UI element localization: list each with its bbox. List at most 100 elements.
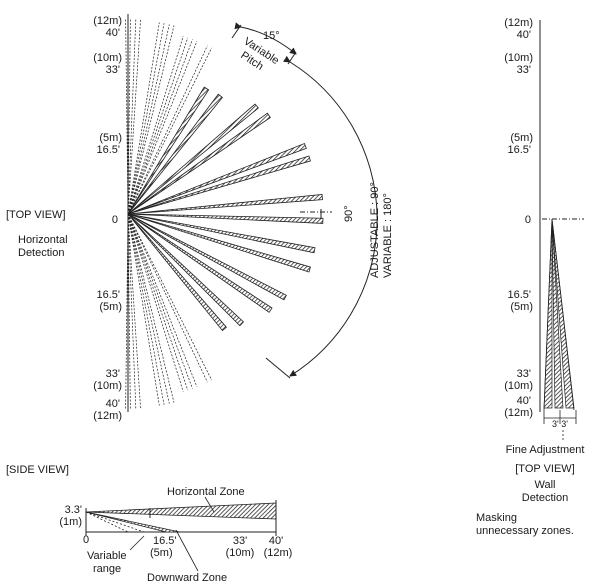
variable-pitch-beam-edge bbox=[127, 213, 142, 410]
dist-label-33ft-lower: 33' bbox=[106, 368, 120, 380]
wall-beam-outline-left bbox=[543, 218, 553, 411]
side-tick-12m-label: (12m) bbox=[264, 547, 293, 559]
wall-beam-outline-right bbox=[551, 218, 575, 411]
caption-horizontal: Horizontal bbox=[18, 234, 68, 246]
variable-pitch-beam-edge bbox=[127, 18, 142, 215]
right-angle-label: 90° bbox=[343, 205, 355, 222]
pitch-leader-right bbox=[287, 51, 297, 65]
variable-pitch-beam-edge bbox=[127, 213, 213, 381]
variable-pitch-beam-edge bbox=[127, 213, 198, 387]
dist-label-12m-upper: (12m) bbox=[93, 15, 122, 27]
side-height-ft: 3.3' bbox=[65, 504, 82, 516]
side-tick-10m-label: (10m) bbox=[226, 547, 255, 559]
downward-zone-label: Downward Zone bbox=[147, 572, 227, 584]
detection-beams bbox=[125, 17, 324, 411]
variable-pitch-beam-edge bbox=[127, 18, 137, 215]
detection-beam bbox=[127, 213, 227, 332]
side-view: [SIDE VIEW] 3.3' (1m) Horizontal Zone Do… bbox=[6, 464, 292, 584]
wall-dist-16-5ft-upper: 16.5' bbox=[507, 144, 531, 156]
wall-dist-40ft-lower: 40' bbox=[517, 395, 531, 407]
detection-beam bbox=[127, 93, 223, 215]
wall-dist-zero: 0 bbox=[525, 214, 531, 226]
downward-zone-leader bbox=[175, 529, 199, 572]
detection-beam bbox=[127, 103, 259, 215]
wall-dist-5m-lower: (5m) bbox=[510, 301, 533, 313]
detection-beam bbox=[127, 213, 245, 327]
variable-range-leader bbox=[129, 535, 145, 551]
variable-pitch-beam-edge bbox=[127, 213, 193, 389]
side-view-title: [SIDE VIEW] bbox=[6, 464, 69, 476]
detection-beam bbox=[127, 213, 324, 224]
detection-beam bbox=[127, 142, 307, 215]
adjustable-label: ADJUSTABLE : 90° bbox=[369, 182, 381, 278]
variable-pitch-beam-edge bbox=[127, 41, 198, 215]
variable-label: VARIABLE : 180° bbox=[382, 193, 394, 278]
dist-label-40ft-lower: 40' bbox=[106, 398, 120, 410]
wall-detection-top-view: 3' 3' (12m) 40' (10m) 33' (5m) 16.5' 0 1… bbox=[476, 17, 584, 537]
width-dim-label: 3' 3' bbox=[552, 419, 568, 429]
fine-adjustment-label: Fine Adjustment bbox=[506, 444, 585, 456]
variable-pitch-beam-edge bbox=[127, 24, 170, 215]
variable-pitch-beam-edge bbox=[127, 213, 165, 405]
detection-beam bbox=[127, 112, 271, 215]
wall-dist-10m-lower: (10m) bbox=[504, 380, 533, 392]
variable-range-line-1 bbox=[85, 511, 145, 533]
pitch-angle-label: 15° bbox=[263, 30, 280, 42]
wall-beam-center bbox=[551, 218, 564, 409]
dist-label-10m-lower: (10m) bbox=[93, 380, 122, 392]
detection-beam bbox=[127, 86, 210, 215]
pitch-arc bbox=[234, 22, 297, 55]
wall-dist-12m-lower: (12m) bbox=[504, 407, 533, 419]
wall-caption-wall: Wall bbox=[535, 479, 556, 491]
variable-pitch-beam-edge bbox=[127, 213, 160, 406]
variable-pitch-beam-edge bbox=[127, 213, 184, 392]
wall-caption-detection: Detection bbox=[522, 492, 568, 504]
variable-pitch-beam-edge bbox=[127, 47, 213, 215]
adjustable-range-arc bbox=[283, 55, 378, 377]
caption-detection: Detection bbox=[18, 247, 64, 259]
variable-pitch-beam-edge bbox=[127, 213, 175, 403]
side-tick-40-label: 40' bbox=[269, 535, 283, 547]
horizontal-detection-top-view: (12m) 40' (10m) 33' (5m) 16.5' 0 16.5' (… bbox=[6, 14, 394, 422]
wall-dist-33ft-upper: 33' bbox=[517, 64, 531, 76]
variable-pitch-beam-edge bbox=[127, 213, 208, 383]
pitch-leader-left bbox=[231, 24, 242, 39]
variable-pitch-beam-edge bbox=[125, 213, 129, 411]
dist-label-16-5ft-lower: 16.5' bbox=[96, 289, 120, 301]
dist-label-40ft-upper: 40' bbox=[106, 27, 120, 39]
dist-label-16-5ft-upper: 16.5' bbox=[96, 144, 120, 156]
variable-pitch-beam-edge bbox=[127, 45, 208, 215]
downward-zone bbox=[85, 511, 181, 533]
wall-dist-12m-upper: (12m) bbox=[504, 17, 533, 29]
dist-label-12m-lower: (12m) bbox=[93, 410, 122, 422]
dist-label-zero: 0 bbox=[112, 214, 118, 226]
top-view-title: [TOP VIEW] bbox=[6, 209, 66, 221]
variable-pitch-beam-edge bbox=[127, 213, 131, 411]
wall-view-title: [TOP VIEW] bbox=[515, 463, 575, 475]
horizontal-zone-leader bbox=[204, 496, 215, 513]
detection-beam bbox=[127, 155, 311, 215]
variable-pitch-beam-edge bbox=[127, 37, 189, 215]
variable-pitch-beam-edge bbox=[127, 39, 193, 215]
variable-range-label-2: range bbox=[93, 563, 121, 575]
variable-pitch-beam-edge bbox=[127, 22, 160, 215]
variable-pitch-beam-edge bbox=[127, 36, 184, 215]
variable-pitch-beam-edge bbox=[127, 213, 137, 410]
variable-range-line-2 bbox=[85, 511, 129, 533]
side-tick-0-label: 0 bbox=[83, 534, 89, 546]
detection-beam bbox=[127, 213, 273, 313]
dist-label-5m-upper: (5m) bbox=[99, 132, 122, 144]
wall-dist-16-5ft-lower: 16.5' bbox=[507, 289, 531, 301]
dist-label-33ft-upper: 33' bbox=[106, 64, 120, 76]
masking-label: Masking bbox=[476, 512, 517, 524]
wall-dist-40ft-upper: 40' bbox=[517, 29, 531, 41]
dist-label-10m-upper: (10m) bbox=[93, 52, 122, 64]
detection-beam bbox=[127, 193, 323, 215]
side-tick-33-label: 33' bbox=[233, 535, 247, 547]
detection-beam bbox=[127, 213, 311, 273]
horizontal-zone bbox=[85, 502, 277, 520]
side-tick-16-5-label: 16.5' bbox=[153, 535, 177, 547]
side-height-m: (1m) bbox=[59, 516, 82, 528]
wall-dist-5m-upper: (5m) bbox=[510, 132, 533, 144]
